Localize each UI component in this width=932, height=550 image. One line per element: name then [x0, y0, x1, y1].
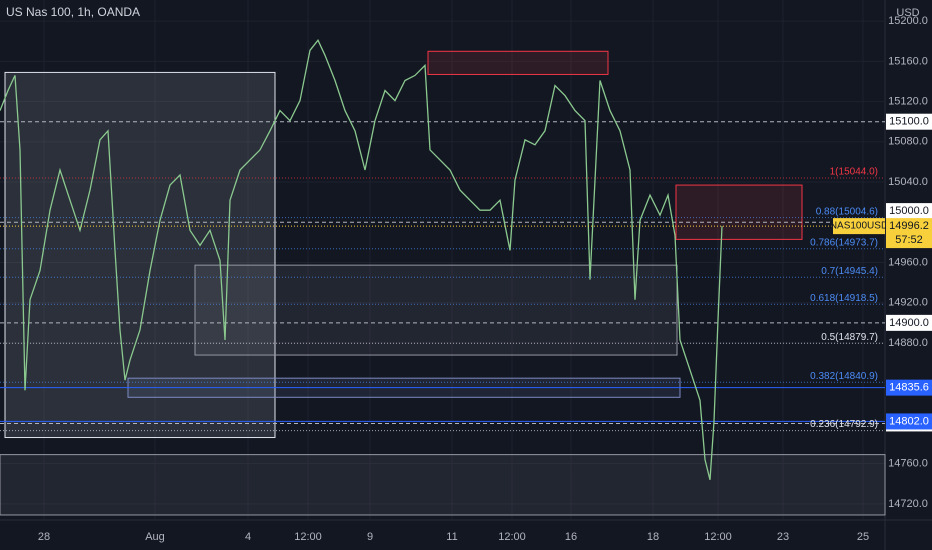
- x-tick-label: 12:00: [704, 531, 732, 543]
- last-price: 14996.2: [889, 220, 929, 232]
- x-tick-label: 4: [245, 531, 251, 543]
- fib-label: 0.382(14840.9): [810, 371, 878, 382]
- zone: [675, 184, 803, 240]
- x-tick-label: 11: [446, 531, 457, 543]
- y-tick-label: 15120.0: [888, 95, 928, 107]
- y-tick-label: 15200.0: [888, 15, 928, 27]
- y-tick-label: 14960.0: [888, 256, 928, 268]
- y-tick-label: 14880.0: [888, 337, 928, 349]
- fib-label: 0.618(14918.5): [810, 293, 878, 304]
- x-tick-label: Aug: [145, 531, 165, 543]
- y-tick-label: 15040.0: [888, 176, 928, 188]
- x-tick-label: 28: [38, 531, 50, 543]
- zone: [4, 71, 276, 439]
- zone: [0, 454, 886, 516]
- y-tick-label: 14760.0: [888, 458, 928, 470]
- x-tick-label: 12:00: [294, 531, 322, 543]
- y-tick-label: 15160.0: [888, 55, 928, 67]
- zone: [194, 264, 678, 356]
- last-price-box: [886, 218, 932, 249]
- currency-label: USD: [896, 7, 919, 19]
- price-tag-box: [886, 113, 932, 130]
- symbol-tag: NAS100USD: [830, 221, 888, 232]
- price-tag: 15000.0: [889, 205, 929, 217]
- zone: [427, 50, 609, 75]
- price-tag: 14900.0: [889, 317, 929, 329]
- x-tick-label: 9: [367, 531, 373, 543]
- x-tick-label: 23: [777, 531, 789, 543]
- x-tick-label: 16: [565, 531, 577, 543]
- price-tag-box: [886, 379, 932, 396]
- fib-label: 0.7(14945.4): [821, 266, 878, 277]
- price-tag: 14835.6: [889, 382, 929, 394]
- plot-area: [0, 0, 886, 520]
- fib-label: 0.236(14792.9): [810, 419, 878, 430]
- fib-label: 1(15044.0): [830, 167, 878, 178]
- price-tag-box: [886, 413, 932, 430]
- price-tag-box: [886, 314, 932, 331]
- price-tag: 15100.0: [889, 116, 929, 128]
- price-tag: 14802.0: [889, 415, 929, 427]
- symbol-tag-box: [833, 218, 885, 235]
- fib-label: 0.786(14973.7): [810, 237, 878, 248]
- y-tick-label: 14920.0: [888, 297, 928, 309]
- fib-label: 0.5(14879.7): [821, 332, 878, 343]
- x-tick-label: 25: [857, 531, 869, 543]
- x-tick-label: 12:00: [498, 531, 526, 543]
- price-line: [0, 38, 723, 480]
- y-tick-label: 15080.0: [888, 136, 928, 148]
- chart-title: US Nas 100, 1h, OANDA: [6, 5, 140, 19]
- fib-label: 0.88(15004.6): [816, 206, 878, 217]
- y-tick-label: 14720.0: [888, 498, 928, 510]
- countdown: 57:52: [895, 234, 923, 246]
- x-tick-label: 18: [647, 531, 659, 543]
- price-tag-box: [886, 203, 932, 220]
